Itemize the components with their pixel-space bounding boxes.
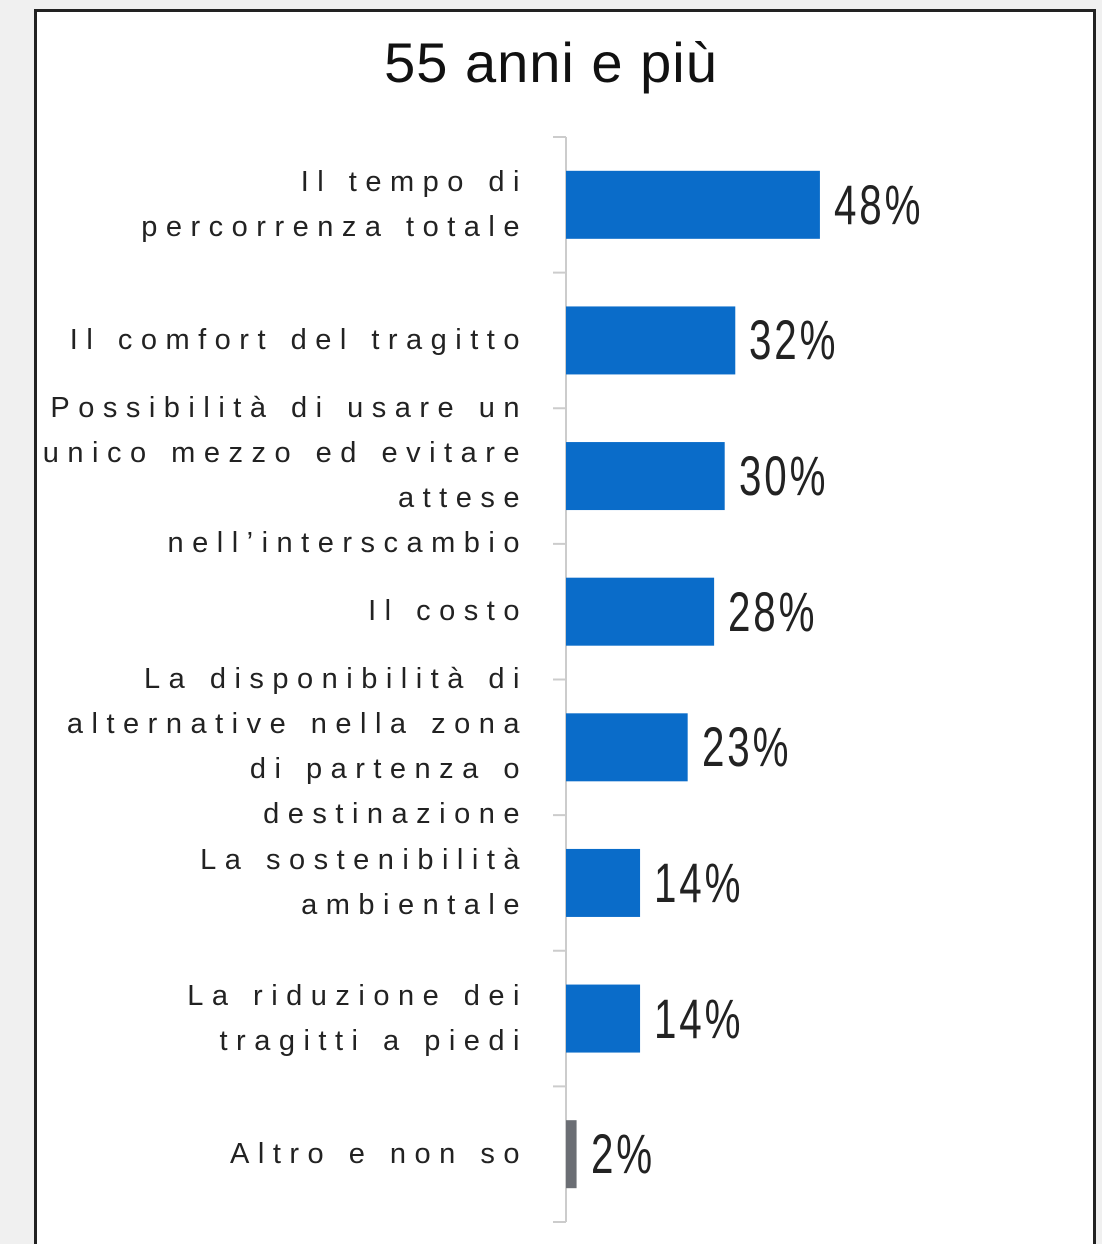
category-label: La disponibilità di alternative nella zo… [66, 663, 528, 831]
category-label: La sostenibilità ambientale [200, 843, 528, 921]
bar [566, 713, 688, 782]
bar [566, 848, 641, 917]
value-label: 30% [738, 444, 829, 508]
category-label: Il tempo di percorrenza totale [141, 165, 528, 243]
category-label: Il comfort del tragitto [69, 323, 528, 356]
category-label: Il costo [368, 595, 528, 628]
bar [566, 1120, 577, 1189]
bar [566, 577, 715, 646]
value-label: 14% [654, 986, 744, 1050]
bar [566, 170, 820, 239]
value-label: 2% [590, 1122, 655, 1186]
value-label: 23% [701, 715, 792, 779]
bar [566, 306, 736, 375]
bar [566, 442, 725, 511]
value-label: 14% [654, 850, 744, 914]
value-label: 28% [728, 579, 818, 643]
value-label: 32% [749, 308, 839, 372]
category-label: La riduzione dei tragitti a piedi [187, 979, 528, 1057]
value-label: 48% [833, 172, 924, 236]
category-label: Possibilità di usare un unico mezzo ed e… [42, 392, 528, 560]
bar [566, 984, 641, 1053]
category-label: Altro e non so [230, 1137, 528, 1170]
chart-title: 55 anni e più [384, 31, 718, 94]
